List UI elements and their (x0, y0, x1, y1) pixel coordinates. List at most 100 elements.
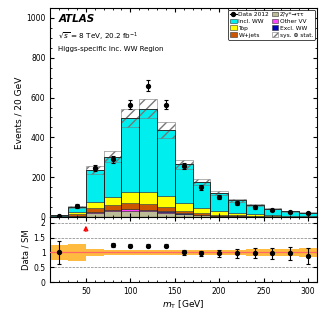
Bar (210, 193, 228, 211)
Bar (281, 211, 299, 217)
Bar (104, 157, 122, 197)
Bar (139, 211, 157, 217)
Bar (104, 204, 122, 210)
Bar (281, 211, 299, 212)
Bar (264, 209, 281, 217)
Bar (246, 205, 264, 217)
Bar (104, 151, 122, 162)
Bar (157, 213, 175, 217)
Bar (210, 215, 228, 216)
Bar (299, 213, 317, 217)
Bar (139, 109, 157, 192)
Bar (50, 245, 68, 260)
Bar (175, 203, 192, 211)
Bar (299, 212, 317, 213)
Bar (68, 212, 86, 214)
Bar (68, 216, 86, 217)
Bar (246, 216, 264, 217)
Bar (264, 208, 281, 209)
Bar (157, 130, 175, 217)
Y-axis label: Events / 20 GeV: Events / 20 GeV (14, 76, 23, 149)
Bar (175, 214, 192, 217)
Bar (210, 193, 228, 217)
Bar (175, 250, 192, 255)
Bar (299, 248, 317, 257)
Bar (86, 170, 104, 202)
Bar (122, 250, 139, 255)
Bar (192, 215, 210, 217)
Bar (192, 208, 210, 213)
Bar (86, 166, 104, 174)
Bar (122, 118, 139, 217)
Bar (157, 211, 175, 213)
Text: $\sqrt{s}$ = 8 TeV, 20.2 fb$^{-1}$: $\sqrt{s}$ = 8 TeV, 20.2 fb$^{-1}$ (58, 31, 139, 43)
Bar (175, 160, 192, 169)
Bar (281, 216, 299, 217)
Bar (86, 249, 104, 256)
Bar (86, 212, 104, 213)
Y-axis label: Data / SM: Data / SM (21, 229, 31, 270)
Bar (139, 210, 157, 211)
Bar (192, 250, 210, 255)
Bar (104, 249, 122, 256)
Bar (157, 207, 175, 211)
Bar (139, 250, 157, 255)
Bar (281, 249, 299, 256)
Bar (192, 182, 210, 208)
Bar (86, 213, 104, 217)
Bar (104, 197, 122, 204)
Bar (175, 164, 192, 203)
Bar (192, 213, 210, 215)
Bar (246, 214, 264, 216)
Bar (157, 250, 175, 255)
Bar (50, 216, 68, 217)
Bar (175, 211, 192, 213)
Bar (228, 215, 246, 216)
Bar (86, 202, 104, 208)
Bar (228, 249, 246, 256)
Bar (228, 216, 246, 217)
Bar (122, 203, 139, 209)
Bar (68, 207, 86, 217)
Bar (246, 249, 264, 256)
Bar (281, 211, 299, 216)
Bar (68, 207, 86, 212)
Bar (210, 250, 228, 255)
Bar (104, 157, 122, 217)
Bar (210, 191, 228, 195)
Bar (264, 209, 281, 215)
Bar (228, 198, 246, 202)
Text: Higgs-specific Inc. WW Region: Higgs-specific Inc. WW Region (58, 46, 164, 52)
Bar (264, 215, 281, 216)
Bar (157, 130, 175, 196)
Bar (104, 211, 122, 217)
Bar (122, 192, 139, 203)
Bar (86, 170, 104, 217)
Bar (264, 249, 281, 256)
Bar (228, 200, 246, 217)
Legend: Data 2012, Incl. WW, Top, W+jets, Z/γ*→ττ, Other VV, Excl. WW, sys. ⊕ stat.: Data 2012, Incl. WW, Top, W+jets, Z/γ*→τ… (228, 10, 315, 40)
Bar (68, 214, 86, 216)
Bar (246, 204, 264, 206)
Bar (139, 109, 157, 217)
Bar (228, 200, 246, 213)
X-axis label: $m_{\mathrm{T}}$ [GeV]: $m_{\mathrm{T}}$ [GeV] (162, 299, 205, 311)
Bar (299, 213, 317, 216)
Bar (122, 209, 139, 211)
Bar (157, 122, 175, 138)
Bar (192, 182, 210, 217)
Bar (139, 192, 157, 204)
Bar (122, 109, 139, 127)
Bar (192, 179, 210, 185)
Bar (50, 215, 68, 216)
Bar (139, 204, 157, 210)
Bar (50, 215, 68, 217)
Bar (68, 244, 86, 261)
Bar (122, 118, 139, 192)
Bar (122, 211, 139, 217)
Text: ATLAS: ATLAS (58, 14, 95, 24)
Bar (139, 99, 157, 118)
Bar (175, 164, 192, 217)
Bar (210, 216, 228, 217)
Bar (68, 206, 86, 208)
